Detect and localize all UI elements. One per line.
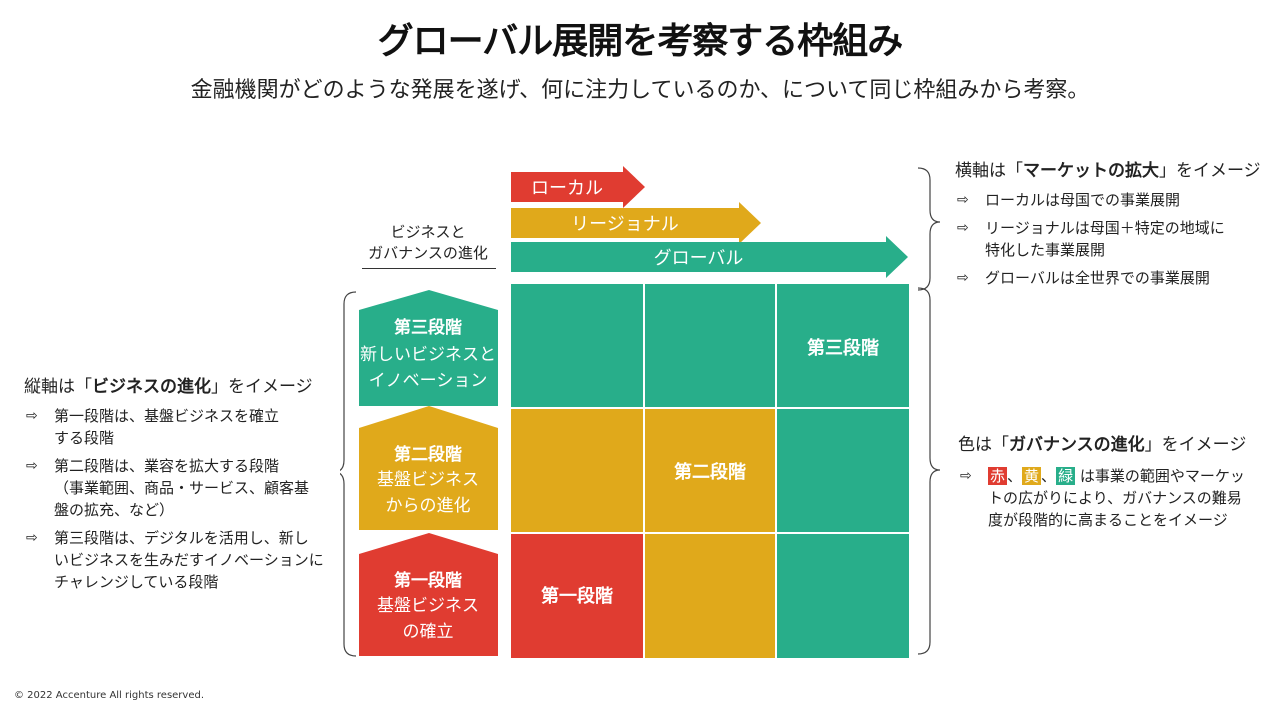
right-bottom-heading: 色は「ガバナンスの進化」をイメージ [958,435,1247,455]
arrow-global-label: グローバル [511,242,886,272]
cell-1-local [511,534,643,658]
page-title: グローバル展開を考察する枠組み [377,21,904,62]
arrow-head-icon [623,166,645,208]
arrow-local-label: ローカル [511,172,623,202]
arrow-right-icon: ⇨ [957,270,969,286]
list-item: ⇨ 赤、黄、緑 は事業の範囲やマーケッ トの広がりにより、ガバナンスの難易 度が… [960,467,1245,529]
right-bottom-panel: 色は「ガバナンスの進化」をイメージ ⇨ 赤、黄、緑 は事業の範囲やマーケッ トの… [958,430,1268,537]
axis-label: ビジネスと ガバナンスの進化 [358,222,498,264]
left-panel: 縦軸は「ビジネスの進化」をイメージ ⇨ 第一段階は、基盤ビジネスを確立 する段階 … [24,372,344,599]
arrow-right-icon: ⇨ [960,468,972,484]
arrow-regional: リージョナル [511,202,761,244]
stage-shapes [340,290,498,657]
cell-2-regional [645,409,775,532]
arrow-right-icon: ⇨ [957,220,969,236]
list-item: ⇨ 第三段階は、デジタルを活用し、新し いビジネスを生みだすイノベーションに チャレ… [26,529,324,591]
chip-red: 赤 [988,467,1008,485]
axis-underline [362,268,496,269]
arrow-head-icon [886,236,908,278]
stage2-label: 第二段階 基盤ビジネス からの進化 [359,440,497,519]
left-brace-icon [340,291,357,657]
arrow-global: グローバル [511,236,908,278]
stage3-shape [359,290,498,406]
cell-3-regional [645,284,775,407]
stage2-name: 第二段階 [394,445,462,465]
right-braces [917,167,941,655]
list-item: ⇨ 第二段階は、業容を拡大する段階 （事業範囲、商品・サービス、顧客基 盤の拡充、な… [26,457,310,519]
cell-3-global [777,284,909,407]
arrow-right-icon: ⇨ [957,192,969,208]
stage3-desc1: 新しいビジネスと [360,345,496,365]
right-brace-bottom-icon [917,287,941,655]
right-brace-top-icon [917,167,941,291]
arrow-right-icon: ⇨ [26,530,38,546]
grid-label-stage2: 第二段階 [674,462,746,483]
stage3-name: 第三段階 [394,318,462,338]
stage1-desc1: 基盤ビジネス [377,596,479,616]
left-bullets: ⇨ 第一段階は、基盤ビジネスを確立 する段階 ⇨ 第二段階は、業容を拡大する段階（… [24,405,344,593]
arrow-regional-label: リージョナル [511,208,739,238]
axis-label-line2: ガバナンスの進化 [368,244,488,262]
stage1-shape [359,533,498,656]
left-heading: 縦軸は「ビジネスの進化」をイメージ [24,377,313,397]
cell-1-regional [645,534,775,658]
arrow-head-icon [739,202,761,244]
stage1-label: 第一段階 基盤ビジネス の確立 [359,566,497,645]
chip-green: 緑 [1056,467,1076,485]
cell-1-global [777,534,909,658]
list-item: ⇨ リージョナルは母国＋特定の地域に 特化した事業展開 [957,219,1225,259]
page-subtitle: 金融機関がどのような発展を遂げ、何に注力しているのか、について同じ枠組みから考察… [190,78,1090,103]
axis-label-line1: ビジネスと [390,223,466,241]
list-item: ⇨ グローバルは全世界での事業展開 [957,269,1210,287]
stage2-desc1: 基盤ビジネス [377,470,479,490]
list-item: ⇨ 第一段階は、基盤ビジネスを確立 する段階 [26,407,280,447]
matrix-grid: 第三段階 第二段階 第一段階 [511,284,909,658]
arrow-local: ローカル [511,166,645,208]
stage2-shape [359,406,498,530]
cell-2-local [511,409,643,532]
stage3-desc2: イノベーション [368,371,488,391]
right-top-panel: 横軸は「マーケットの拡大」をイメージ ⇨ ローカルは母国での事業展開 ⇨ リージ… [955,156,1275,295]
grid-label-stage3: 第三段階 [807,338,879,359]
cell-3-local [511,284,643,407]
arrow-right-icon: ⇨ [26,408,38,424]
cell-2-global [777,409,909,532]
list-item: ⇨ ローカルは母国での事業展開 [957,191,1181,209]
right-bottom-bullets: ⇨ 赤、黄、緑 は事業の範囲やマーケッ トの広がりにより、ガバナンスの難易 度が… [958,465,1268,531]
copyright: © 2022 Accenture All rights reserved. [14,690,205,701]
right-top-bullets: ⇨ ローカルは母国での事業展開 ⇨ リージョナルは母国＋特定の地域に 特化した事業… [955,189,1275,289]
stage1-desc2: の確立 [402,622,454,642]
stage1-name: 第一段階 [394,571,462,591]
arrow-right-icon: ⇨ [26,458,38,474]
stage2-desc2: からの進化 [385,496,471,516]
grid-label-stage1: 第一段階 [541,586,613,607]
right-top-heading: 横軸は「マーケットの拡大」をイメージ [955,161,1261,181]
chip-yellow: 黄 [1022,467,1042,485]
stage3-label: 第三段階 新しいビジネスと イノベーション [359,313,497,394]
